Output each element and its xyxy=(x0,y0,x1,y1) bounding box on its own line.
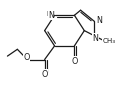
Text: N: N xyxy=(96,16,102,25)
Text: O: O xyxy=(71,57,78,66)
Text: H: H xyxy=(46,11,52,17)
Text: N: N xyxy=(48,11,54,20)
Text: O: O xyxy=(23,53,30,62)
Text: N: N xyxy=(93,34,98,43)
Text: CH₃: CH₃ xyxy=(102,38,115,44)
Text: O: O xyxy=(41,70,48,79)
